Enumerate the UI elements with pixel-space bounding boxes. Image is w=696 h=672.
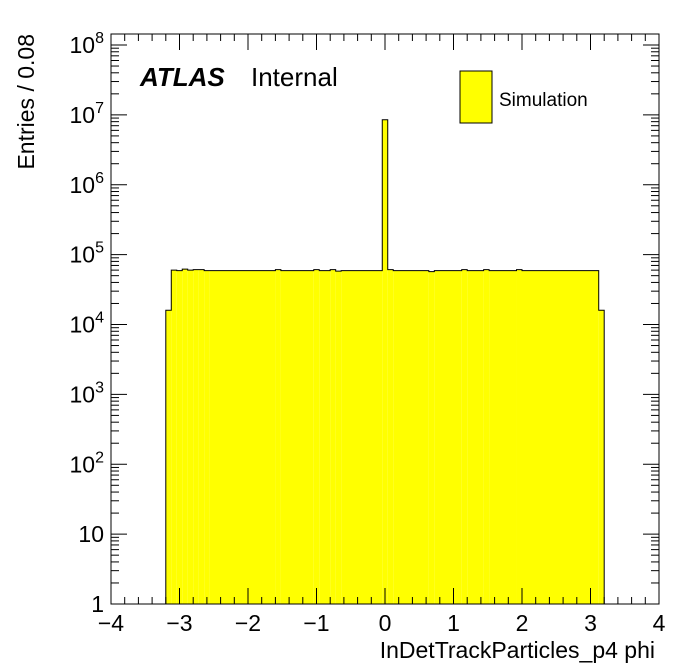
x-tick-label: 3	[584, 610, 597, 636]
histogram-bin-16	[382, 119, 388, 604]
legend-label: Simulation	[499, 90, 588, 111]
axis-ticks	[110, 34, 660, 605]
y-tick-label: 106	[70, 170, 105, 198]
histogram-bin-17	[387, 269, 394, 604]
histogram-bin-0	[165, 310, 172, 604]
x-tick-label: −2	[235, 610, 261, 636]
y-tick-label: 10	[78, 521, 104, 547]
legend-swatch	[459, 70, 493, 124]
histogram-bin-8	[209, 270, 276, 604]
histogram-bin-14	[335, 271, 342, 604]
y-axis-label: Entries / 0.08	[13, 34, 39, 170]
y-tick-labels: 1 10 102 103 104 105 106 107 108	[70, 30, 105, 617]
histogram-bin-2	[176, 270, 183, 604]
x-tick-label: 2	[516, 610, 529, 636]
histogram-bin-1	[171, 270, 177, 604]
histogram-bin-4	[187, 270, 194, 604]
histogram-bin-18	[393, 270, 429, 604]
y-tick-label: 105	[70, 240, 105, 268]
histogram-bars	[165, 119, 605, 604]
histogram-bin-9	[275, 269, 281, 604]
y-tick-label: 103	[70, 379, 105, 407]
x-tick-label: 1	[447, 610, 460, 636]
atlas-status-label: Internal	[251, 62, 338, 92]
legend: Simulation	[459, 70, 588, 124]
y-tick-label: 1	[91, 591, 104, 617]
x-tick-label: 4	[653, 610, 666, 636]
atlas-label: ATLAS	[139, 62, 225, 92]
histogram-bin-20	[434, 270, 462, 604]
histogram-bin-24	[489, 270, 517, 604]
histogram-bin-27	[598, 310, 605, 604]
histogram-bin-15	[341, 270, 383, 604]
histogram-bin-5	[193, 269, 199, 604]
y-tick-label: 108	[70, 30, 105, 58]
x-tick-labels: −4 −3 −2 −1 0 1 2 3 4	[98, 610, 666, 636]
histogram-bin-7	[204, 270, 210, 604]
histogram-bin-11	[313, 269, 320, 604]
histogram-bin-23	[483, 269, 490, 604]
y-tick-label: 102	[70, 449, 105, 477]
x-tick-label: −1	[303, 610, 329, 636]
x-tick-label: 0	[379, 610, 392, 636]
histogram-bin-6	[198, 269, 205, 604]
histogram-bin-22	[467, 270, 484, 604]
y-tick-label: 104	[70, 310, 105, 338]
histogram-bin-12	[319, 270, 331, 604]
y-tick-label: 107	[70, 100, 105, 128]
x-tick-label: −4	[98, 610, 124, 636]
histogram-bin-13	[330, 269, 336, 604]
histogram-outline	[165, 119, 605, 604]
histogram-bin-10	[280, 270, 314, 604]
histogram-bin-19	[428, 271, 435, 604]
histogram-bin-26	[522, 270, 599, 604]
histogram-bin-3	[182, 269, 188, 604]
histogram-bin-25	[516, 269, 522, 604]
histogram-bin-21	[461, 269, 468, 604]
x-axis-label: InDetTrackParticles_p4 phi	[380, 637, 655, 663]
x-tick-label: −3	[166, 610, 192, 636]
